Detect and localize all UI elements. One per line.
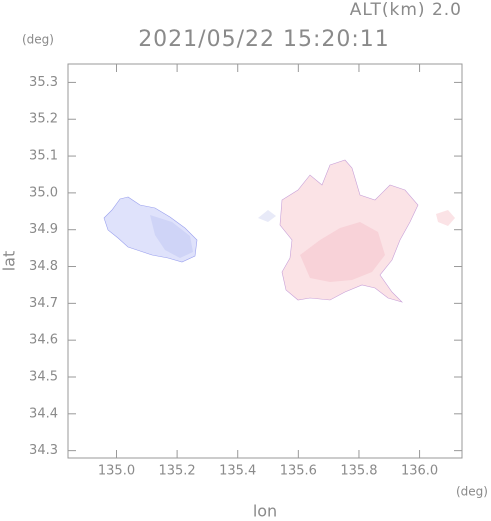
y-tick-label: 34.5 — [29, 369, 58, 384]
echo-regions — [103, 159, 455, 303]
x-tick-label: 135.2 — [158, 464, 195, 479]
plot-frame — [67, 63, 463, 459]
y-tick-label: 35.2 — [29, 112, 58, 127]
y-tick-label: 35.0 — [29, 185, 58, 200]
altitude-label: ALT(km) 2.0 — [350, 0, 462, 20]
y-unit: (deg) — [22, 33, 54, 47]
x-tick-label: 135.0 — [98, 464, 135, 479]
x-tick-label: 135.4 — [219, 464, 256, 479]
chart-title: 2021/05/22 15:20:11 — [138, 27, 390, 52]
y-tick-label: 35.1 — [29, 149, 58, 164]
y-axis-label: lat — [0, 251, 19, 272]
pink-region-core — [300, 222, 385, 282]
x-tick-label: 136.0 — [401, 464, 438, 479]
y-tick-label: 34.4 — [29, 406, 58, 421]
y-tick-label: 34.7 — [29, 296, 58, 311]
x-axis-label: lon — [253, 502, 277, 521]
y-tick-label: 34.9 — [29, 222, 58, 237]
y-tick-label: 34.8 — [29, 259, 58, 274]
x-tick-label: 135.8 — [340, 464, 377, 479]
y-tick-label: 35.3 — [29, 75, 58, 90]
x-unit: (deg) — [456, 485, 488, 499]
pink-region-tiny — [258, 210, 276, 222]
x-tick-label: 135.6 — [280, 464, 317, 479]
y-tick-label: 34.6 — [29, 333, 58, 348]
y-tick-label: 34.3 — [29, 443, 58, 458]
blue-region-inner — [150, 215, 193, 258]
pink-region-small — [436, 210, 455, 226]
